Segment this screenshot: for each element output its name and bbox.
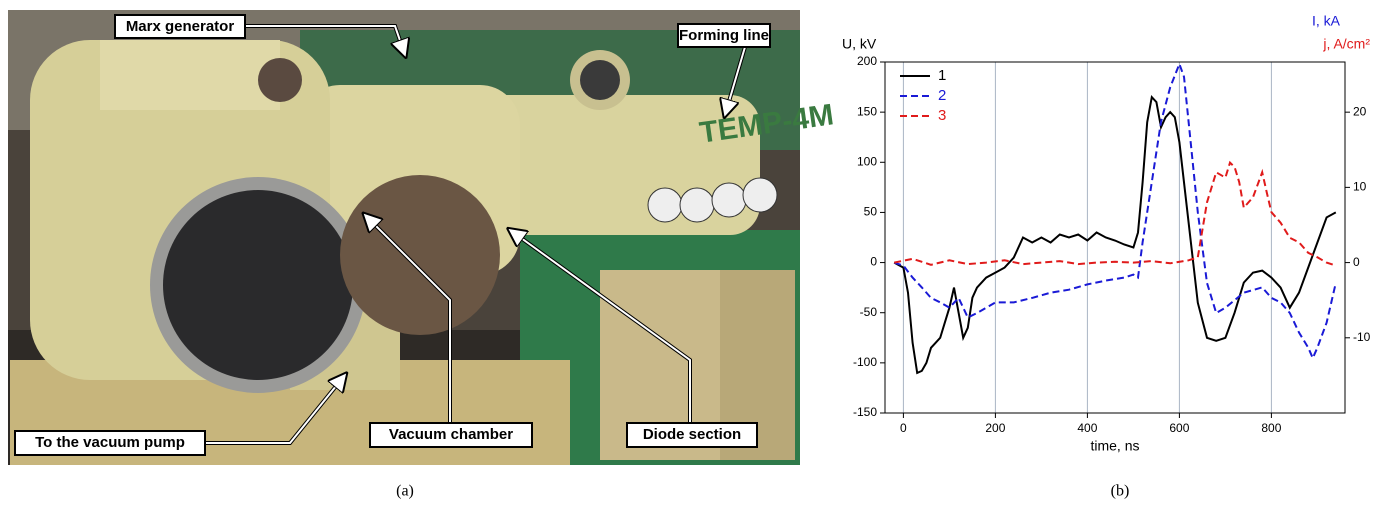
y-axis-title: U, kV bbox=[842, 36, 877, 52]
y-tick-label: 100 bbox=[857, 154, 877, 168]
series-line bbox=[893, 94, 1337, 375]
y-tick-label: 200 bbox=[857, 54, 877, 68]
x-tick-label: 600 bbox=[1169, 421, 1189, 435]
y-tick-label: 0 bbox=[870, 255, 877, 269]
y-tick-label: 150 bbox=[857, 104, 877, 118]
photo-label: To the vacuum pump bbox=[35, 434, 185, 451]
y2-axis-title: j, A/cm² bbox=[1322, 36, 1370, 52]
caption: (b) bbox=[1111, 483, 1130, 500]
x-tick-label: 800 bbox=[1261, 421, 1281, 435]
y-tick-label: -50 bbox=[860, 305, 878, 319]
x-tick-label: 200 bbox=[985, 421, 1005, 435]
y2-tick-label: 0 bbox=[1353, 255, 1360, 269]
x-axis-title: time, ns bbox=[1090, 438, 1139, 454]
photo-label: Diode section bbox=[643, 426, 741, 443]
series-line bbox=[893, 160, 1337, 267]
chart: 0 200 400 600 800-150-100-50050100150200-100… bbox=[842, 13, 1371, 454]
x-tick-label: 0 bbox=[900, 421, 907, 435]
y-tick-label: -150 bbox=[853, 405, 877, 419]
legend-label: 3 bbox=[938, 107, 946, 124]
y2-tick-label: 10 bbox=[1353, 180, 1367, 194]
legend-label: 1 bbox=[938, 67, 946, 84]
y-tick-label: 50 bbox=[864, 205, 878, 219]
y-tick-label: -100 bbox=[853, 355, 877, 369]
photo-label: Marx generator bbox=[126, 18, 235, 35]
photo: TEMP-4M Marx generator Forming line To t… bbox=[8, 10, 836, 465]
caption: (a) bbox=[396, 483, 414, 500]
photo-label: Vacuum chamber bbox=[389, 426, 513, 443]
y2-tick-label: 20 bbox=[1353, 104, 1367, 118]
y2-axis-title: I, kA bbox=[1312, 13, 1341, 29]
y2-tick-label: -10 bbox=[1353, 330, 1371, 344]
photo-label: Forming line bbox=[679, 27, 769, 44]
plot-frame bbox=[884, 61, 1346, 414]
legend-label: 2 bbox=[938, 87, 946, 104]
x-tick-label: 400 bbox=[1077, 421, 1097, 435]
series-line bbox=[893, 61, 1337, 361]
